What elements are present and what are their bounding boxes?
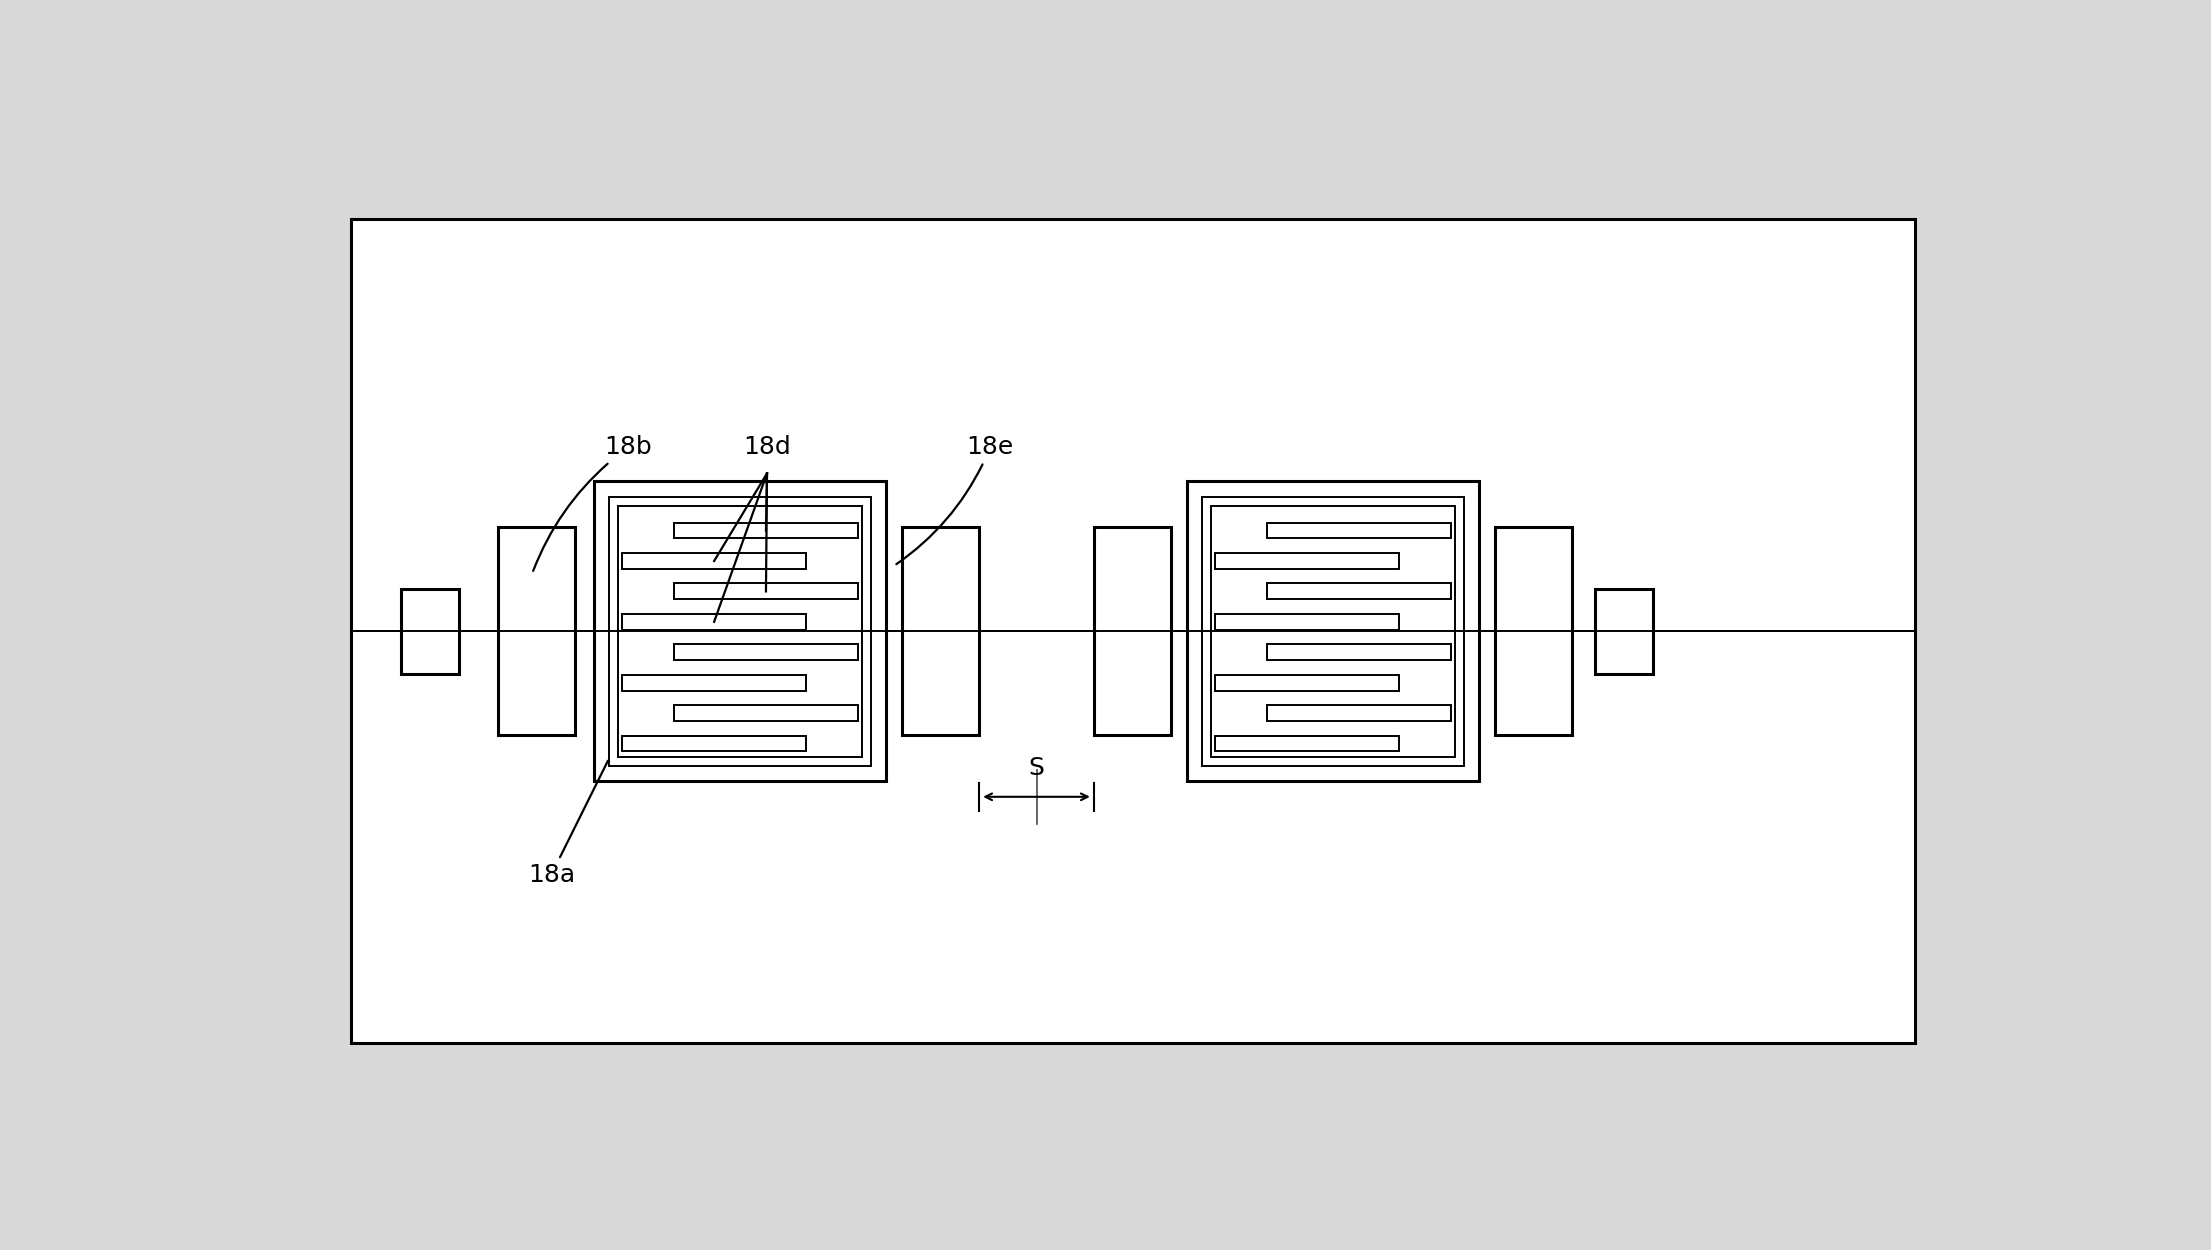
Bar — [674, 584, 858, 599]
Bar — [497, 528, 575, 735]
Bar — [1216, 614, 1400, 630]
Bar — [1203, 496, 1464, 766]
Bar — [1594, 589, 1652, 674]
Bar — [610, 496, 871, 766]
Bar — [400, 589, 460, 674]
Bar — [621, 675, 807, 690]
Bar — [1267, 644, 1450, 660]
Bar — [621, 552, 807, 569]
Text: 18a: 18a — [528, 761, 608, 886]
Bar — [621, 735, 807, 751]
Bar — [1094, 528, 1172, 735]
Bar — [619, 506, 862, 756]
Text: 18e: 18e — [895, 435, 1015, 564]
Bar — [621, 614, 807, 630]
Bar — [674, 522, 858, 539]
Bar — [1267, 522, 1450, 539]
Bar — [1216, 675, 1400, 690]
Bar — [1216, 735, 1400, 751]
Bar — [1267, 584, 1450, 599]
Bar — [1216, 552, 1400, 569]
Bar — [674, 705, 858, 721]
Bar — [352, 219, 1915, 1044]
Text: 18d: 18d — [743, 435, 792, 459]
Bar — [1212, 506, 1455, 756]
Bar — [595, 481, 887, 781]
Text: S: S — [1028, 756, 1044, 780]
Bar — [1267, 705, 1450, 721]
Bar — [1495, 528, 1572, 735]
Bar — [674, 644, 858, 660]
Bar — [1187, 481, 1479, 781]
Bar — [902, 528, 979, 735]
Text: 18b: 18b — [533, 435, 652, 571]
